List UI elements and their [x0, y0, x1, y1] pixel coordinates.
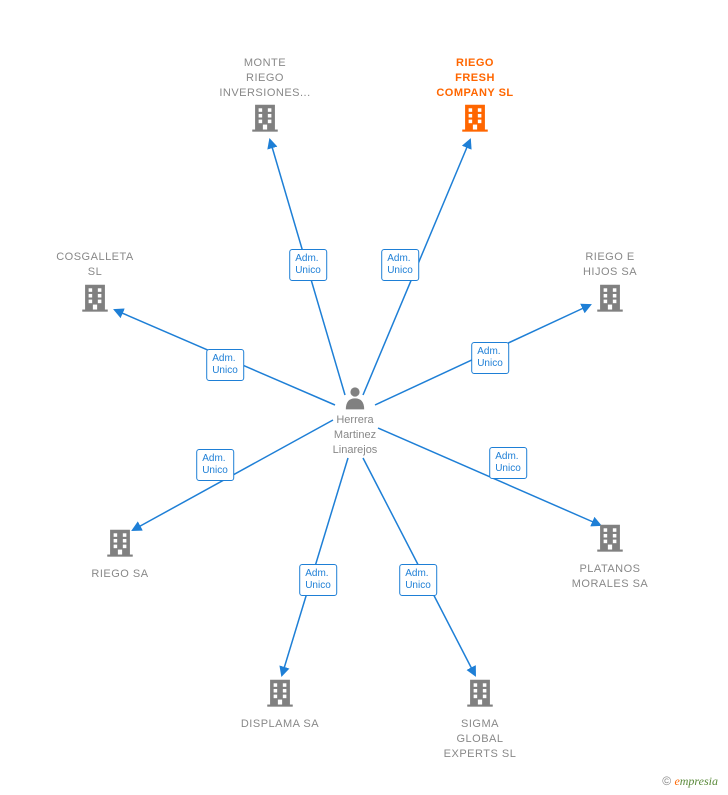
building-icon — [458, 101, 492, 135]
edge-label: Adm.Unico — [196, 449, 234, 481]
copyright-symbol: © — [662, 774, 671, 788]
person-node[interactable] — [344, 386, 366, 415]
edge-label: Adm.Unico — [381, 249, 419, 281]
edge-label: Adm.Unico — [471, 342, 509, 374]
edge-label: Adm.Unico — [299, 564, 337, 596]
building-icon — [593, 281, 627, 320]
edge-label: Adm.Unico — [489, 447, 527, 479]
building-icon — [593, 521, 627, 560]
building-icon — [593, 521, 627, 555]
building-icon — [78, 281, 112, 315]
edge-label: Adm.Unico — [206, 349, 244, 381]
person-label: HerreraMartinezLinarejos — [305, 413, 405, 458]
building-icon — [248, 101, 282, 140]
building-icon — [103, 526, 137, 565]
company-label: SIGMAGLOBALEXPERTS SL — [420, 717, 540, 762]
building-icon — [458, 101, 492, 140]
watermark: © empresia — [662, 774, 718, 789]
person-icon — [344, 386, 366, 410]
building-icon — [263, 676, 297, 710]
building-icon — [78, 281, 112, 320]
building-icon — [248, 101, 282, 135]
edge-label: Adm.Unico — [399, 564, 437, 596]
brand-rest: mpresia — [680, 774, 718, 788]
building-icon — [263, 676, 297, 715]
building-icon — [103, 526, 137, 560]
company-label: MONTERIEGOINVERSIONES... — [205, 56, 325, 101]
edge-label: Adm.Unico — [289, 249, 327, 281]
building-icon — [593, 281, 627, 315]
company-label: DISPLAMA SA — [220, 717, 340, 732]
company-label: COSGALLETASL — [35, 250, 155, 280]
building-icon — [463, 676, 497, 710]
company-label: RIEGOFRESHCOMPANY SL — [415, 56, 535, 101]
company-label: RIEGO SA — [60, 567, 180, 582]
company-label: RIEGO EHIJOS SA — [550, 250, 670, 280]
building-icon — [463, 676, 497, 715]
company-label: PLATANOSMORALES SA — [550, 562, 670, 592]
